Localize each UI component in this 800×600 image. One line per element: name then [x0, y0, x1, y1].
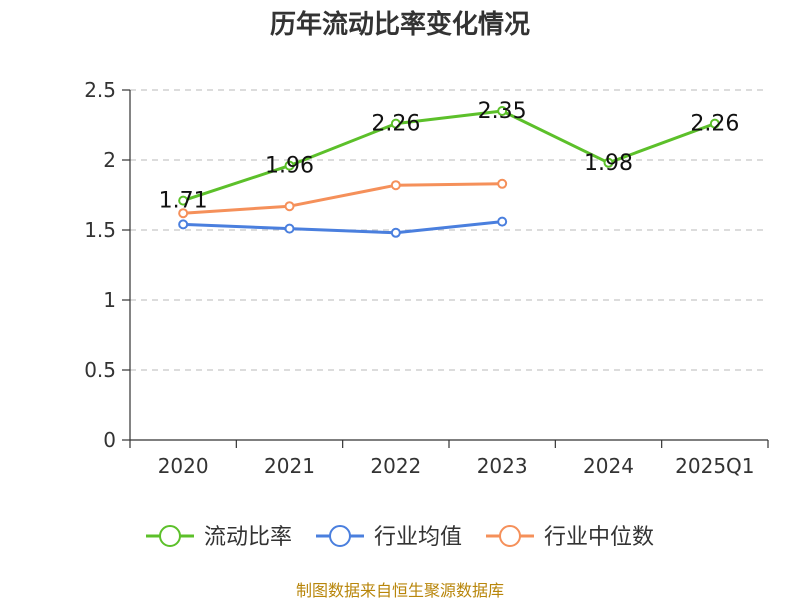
grid — [130, 89, 768, 371]
legend-marker — [159, 525, 181, 547]
axes: 0 0.5 1 1.5 2 2.5 2020 2021 2022 2023 2024 2025Q1 — [84, 78, 769, 478]
x-tick-label: 2021 — [264, 454, 315, 478]
data-point[interactable] — [178, 208, 189, 219]
data-point[interactable] — [603, 157, 614, 168]
y-tick-label: 0.5 — [84, 358, 116, 382]
series-line — [183, 182, 503, 215]
data-point[interactable] — [497, 178, 508, 189]
y-tick-label: 2 — [103, 148, 116, 172]
data-point[interactable] — [497, 216, 508, 227]
data-point[interactable] — [390, 227, 401, 238]
data-label: 2.26 — [371, 112, 420, 137]
legend-label: 行业中位数 — [544, 525, 654, 550]
x-tick-label: 2024 — [583, 454, 634, 478]
data-point[interactable] — [497, 106, 508, 116]
series-line — [183, 220, 503, 235]
data-label: 1.71 — [159, 189, 208, 214]
y-tick-label: 0 — [103, 428, 116, 452]
data-labels: 1.71 1.96 2.26 2.35 1.98 2.26 — [159, 99, 740, 214]
data-point[interactable] — [390, 118, 401, 129]
legend-item[interactable]: 行业中位数 — [486, 525, 654, 550]
source-note: 制图数据来自恒生聚源数据库 — [296, 581, 504, 600]
y-tick-label: 1 — [103, 288, 116, 312]
y-tick-label: 1.5 — [84, 218, 116, 242]
data-point[interactable] — [284, 160, 295, 171]
x-tick-label: 2023 — [477, 454, 528, 478]
x-tick-label: 2022 — [370, 454, 421, 478]
legend-label: 行业均值 — [374, 525, 462, 550]
data-point[interactable] — [284, 201, 295, 212]
series-group — [178, 106, 720, 238]
x-tick-label: 2025Q1 — [675, 454, 754, 478]
legend-item[interactable]: 行业均值 — [316, 525, 462, 550]
legend-item[interactable]: 流动比率 — [146, 525, 292, 550]
data-label: 1.96 — [265, 154, 314, 179]
chart-title: 历年流动比率变化情况 — [270, 9, 530, 40]
data-point[interactable] — [178, 195, 189, 206]
legend-label: 流动比率 — [204, 525, 292, 550]
data-label: 2.35 — [478, 99, 527, 124]
y-tick-label: 2.5 — [84, 78, 116, 102]
data-point[interactable] — [709, 118, 720, 129]
data-label: 2.26 — [690, 112, 739, 137]
data-point[interactable] — [390, 180, 401, 191]
series-line — [182, 109, 716, 203]
x-tick-label: 2020 — [158, 454, 209, 478]
legend[interactable]: 流动比率 行业均值 行业中位数 — [146, 525, 654, 550]
legend-marker — [329, 525, 351, 547]
data-point[interactable] — [284, 223, 295, 234]
data-label: 1.98 — [584, 151, 633, 176]
data-point[interactable] — [178, 219, 189, 230]
legend-marker — [499, 525, 521, 547]
